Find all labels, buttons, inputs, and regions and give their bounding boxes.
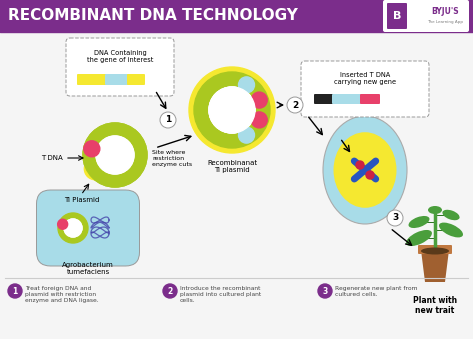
Circle shape — [318, 284, 332, 298]
Text: 2: 2 — [292, 100, 298, 109]
Circle shape — [209, 87, 255, 133]
Circle shape — [84, 158, 106, 180]
Text: Ti Plasmid: Ti Plasmid — [64, 197, 100, 203]
Circle shape — [83, 123, 147, 187]
Circle shape — [366, 171, 374, 179]
Ellipse shape — [409, 216, 429, 228]
Circle shape — [387, 210, 403, 226]
Text: RECOMBINANT DNA TECHNOLOGY: RECOMBINANT DNA TECHNOLOGY — [8, 8, 298, 23]
Circle shape — [96, 136, 134, 174]
Circle shape — [64, 219, 82, 237]
FancyBboxPatch shape — [418, 245, 452, 254]
Ellipse shape — [442, 210, 460, 220]
Text: Inserted T DNA
carrying new gene: Inserted T DNA carrying new gene — [334, 72, 396, 85]
Circle shape — [160, 112, 176, 128]
Circle shape — [251, 92, 267, 108]
FancyBboxPatch shape — [127, 74, 145, 85]
Text: 1: 1 — [12, 286, 18, 296]
Circle shape — [58, 219, 68, 229]
Text: Treat foreign DNA and
plasmid with restriction
enzyme and DNA ligase.: Treat foreign DNA and plasmid with restr… — [25, 286, 99, 303]
FancyBboxPatch shape — [383, 0, 469, 32]
Text: B: B — [393, 11, 401, 21]
Ellipse shape — [428, 206, 442, 214]
Circle shape — [64, 219, 82, 237]
Circle shape — [194, 72, 270, 148]
Text: Introduce the recombinant
plasmid into cultured plant
cells.: Introduce the recombinant plasmid into c… — [180, 286, 261, 303]
Text: The Learning App: The Learning App — [427, 20, 463, 24]
Text: Regenerate new plant from
cultured cells.: Regenerate new plant from cultured cells… — [335, 286, 418, 297]
Text: T DNA: T DNA — [41, 155, 63, 161]
FancyBboxPatch shape — [332, 94, 364, 104]
Circle shape — [287, 97, 303, 113]
Text: Agrobacterium
tumefaciens: Agrobacterium tumefaciens — [62, 262, 114, 275]
FancyBboxPatch shape — [105, 74, 133, 85]
Circle shape — [83, 123, 147, 187]
Circle shape — [189, 67, 275, 153]
Circle shape — [251, 112, 267, 128]
Text: 3: 3 — [392, 214, 398, 222]
Circle shape — [96, 136, 134, 174]
FancyBboxPatch shape — [360, 94, 380, 104]
Text: DNA Containing
the gene of interest: DNA Containing the gene of interest — [87, 50, 153, 63]
FancyBboxPatch shape — [36, 190, 140, 266]
FancyBboxPatch shape — [387, 3, 407, 29]
Circle shape — [209, 87, 255, 133]
Ellipse shape — [323, 116, 407, 224]
Circle shape — [8, 284, 22, 298]
Circle shape — [163, 284, 177, 298]
FancyBboxPatch shape — [66, 38, 174, 96]
Text: Plant with
new trait: Plant with new trait — [413, 296, 457, 315]
FancyBboxPatch shape — [77, 74, 121, 85]
Ellipse shape — [333, 132, 396, 208]
Text: Site where
restriction
enzyme cuts: Site where restriction enzyme cuts — [152, 150, 192, 166]
Text: 2: 2 — [167, 286, 173, 296]
Ellipse shape — [406, 230, 432, 246]
Circle shape — [356, 161, 364, 169]
Circle shape — [96, 136, 134, 174]
FancyBboxPatch shape — [301, 61, 429, 117]
Text: Recombinanat
Ti plasmid: Recombinanat Ti plasmid — [207, 160, 257, 173]
Text: BYJU'S: BYJU'S — [431, 7, 459, 17]
Circle shape — [58, 213, 88, 243]
Text: 1: 1 — [165, 116, 171, 124]
Polygon shape — [421, 250, 449, 282]
Ellipse shape — [439, 223, 463, 237]
Text: 3: 3 — [323, 286, 328, 296]
Circle shape — [84, 141, 100, 157]
FancyBboxPatch shape — [314, 94, 336, 104]
Circle shape — [238, 127, 254, 143]
Ellipse shape — [421, 247, 449, 255]
Circle shape — [238, 77, 254, 93]
Circle shape — [209, 87, 255, 133]
